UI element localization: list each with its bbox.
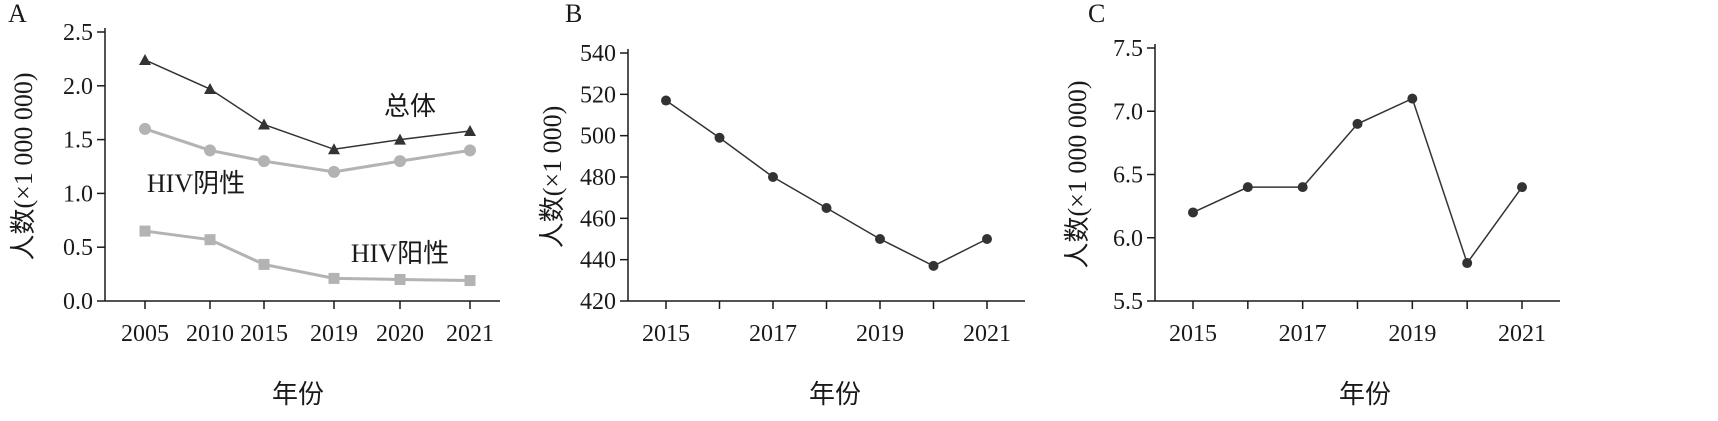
data-point (394, 133, 406, 145)
data-point (394, 155, 406, 168)
x-tick-label: 2015 (1169, 321, 1217, 347)
x-tick-label: 2021 (446, 321, 494, 347)
y-tick-label: 500 (580, 124, 616, 150)
y-tick-label: 0.0 (63, 289, 93, 315)
series-label: HIV阳性 (351, 239, 449, 268)
data-point (204, 83, 216, 95)
data-point (982, 234, 992, 244)
data-point (328, 272, 340, 284)
y-tick-label: 7.0 (1113, 99, 1143, 125)
x-axis-title: 年份 (272, 380, 324, 409)
data-point (394, 273, 406, 285)
series-line-0-1 (144, 127, 471, 174)
data-point (328, 143, 340, 155)
x-tick-label: 2020 (376, 321, 424, 347)
data-point (139, 122, 151, 135)
data-point (661, 95, 671, 106)
x-tick-label: 2010 (186, 321, 234, 347)
y-axis-title: 人数(×1 000) (538, 106, 567, 248)
y-tick-label: 6.5 (1113, 163, 1143, 189)
y-tick-label: 2.5 (63, 20, 93, 46)
data-point (1462, 258, 1473, 269)
x-tick-label: 2019 (1388, 321, 1436, 347)
panel-letter-C: C (1088, 0, 1105, 28)
x-tick-label: 2017 (749, 321, 797, 347)
data-point (464, 275, 476, 287)
y-axis-title: 人数(×1 000 000) (9, 73, 38, 261)
data-point (139, 225, 151, 237)
data-point (258, 258, 270, 270)
x-tick-label: 2017 (1279, 321, 1327, 347)
x-tick-label: 2021 (963, 321, 1011, 347)
panel-letter-A: A (8, 0, 27, 28)
x-tick-label: 2021 (1498, 321, 1546, 347)
data-point (139, 53, 151, 65)
data-point (928, 260, 939, 271)
series-label: 总体 (384, 92, 436, 121)
y-tick-label: 1.0 (63, 181, 93, 207)
data-point (1297, 182, 1308, 193)
data-point (328, 165, 340, 178)
y-tick-label: 420 (580, 289, 616, 315)
x-axis-title: 年份 (1339, 380, 1391, 409)
x-tick-label: 2005 (121, 321, 169, 347)
data-point (768, 172, 778, 182)
y-tick-label: 2.0 (63, 74, 93, 100)
data-point (1242, 182, 1253, 193)
x-tick-label: 2019 (310, 321, 358, 347)
data-point (204, 144, 216, 157)
y-tick-label: 7.5 (1113, 36, 1143, 62)
series-line-0-2 (144, 229, 471, 283)
y-tick-label: 5.5 (1113, 289, 1143, 315)
data-point (714, 132, 725, 143)
series-label: HIV阴性 (147, 169, 245, 198)
x-tick-label: 2015 (240, 321, 288, 347)
data-point (258, 118, 270, 130)
data-point (1188, 207, 1198, 218)
data-point (1352, 118, 1363, 129)
y-tick-label: 1.5 (63, 128, 93, 154)
series-line-0-0 (144, 59, 471, 151)
data-point (204, 234, 216, 246)
data-point (258, 155, 270, 168)
x-tick-label: 2015 (642, 321, 690, 347)
y-tick-label: 6.0 (1113, 226, 1143, 252)
y-axis-title: 人数(×1 000 000) (1063, 81, 1092, 269)
y-tick-label: 480 (580, 165, 616, 191)
series-line-1-0 (665, 99, 988, 267)
y-tick-label: 460 (580, 206, 616, 232)
data-point (875, 234, 885, 244)
x-axis-title: 年份 (809, 380, 861, 409)
y-tick-label: 540 (580, 41, 616, 67)
panel-letter-B: B (565, 0, 582, 28)
data-point (464, 144, 476, 157)
x-tick-label: 2019 (856, 321, 904, 347)
data-point (1517, 182, 1527, 193)
y-tick-label: 440 (580, 248, 616, 274)
data-point (1407, 93, 1418, 104)
y-tick-label: 520 (580, 82, 616, 108)
data-point (821, 203, 832, 213)
y-tick-label: 0.5 (63, 235, 93, 261)
data-point (464, 124, 476, 136)
